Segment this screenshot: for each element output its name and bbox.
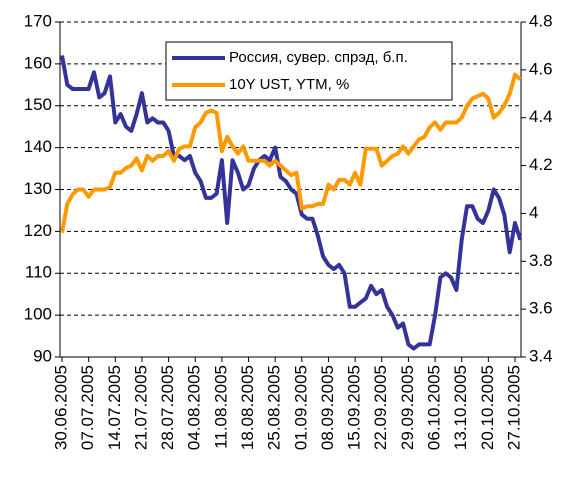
y2-tick-label: 4 [529, 203, 538, 222]
x-tick-label: 13.10.2005 [451, 365, 470, 450]
y2-tick-label: 3.4 [529, 346, 553, 365]
y2-tick-label: 4.4 [529, 107, 553, 126]
y2-tick-label: 4.8 [529, 11, 553, 30]
legend: Россия, сувер. спрэд, б.п. 10Y UST, YTM, … [165, 41, 453, 101]
y-tick-label: 140 [24, 137, 52, 156]
x-tick-label: 11.08.2005 [211, 365, 230, 449]
legend-box [165, 41, 453, 101]
legend-label: 10Y UST, YTM, % [229, 76, 349, 93]
y-tick-label: 130 [24, 179, 52, 198]
x-tick-label: 25.08.2005 [265, 365, 284, 450]
x-tick-label: 20.10.2005 [478, 365, 497, 450]
series-line [60, 72, 522, 233]
series-line [60, 55, 523, 351]
x-tick-label: 07.07.2005 [78, 365, 97, 450]
y-tick-label: 150 [24, 95, 52, 114]
x-tick-label: 18.08.2005 [238, 365, 257, 450]
x-tick-label: 06.10.2005 [425, 365, 444, 450]
x-tick-label: 04.08.2005 [185, 365, 204, 450]
y2-tick-label: 4.2 [529, 155, 553, 174]
legend-label: Россия, сувер. спрэд, б.п. [229, 49, 408, 66]
y2-tick-label: 4.6 [529, 59, 553, 78]
x-tick-label: 01.09.2005 [291, 365, 310, 450]
y-tick-label: 110 [25, 263, 52, 282]
x-tick-label: 15.09.2005 [345, 365, 364, 450]
x-tick-label: 21.07.2005 [131, 365, 150, 450]
y-tick-label: 100 [24, 305, 52, 324]
y-tick-label: 90 [33, 346, 52, 365]
y-tick-label: 120 [24, 221, 52, 240]
x-tick-label: 14.07.2005 [105, 365, 124, 450]
y2-tick-label: 3.6 [529, 299, 553, 318]
y-tick-label: 170 [24, 11, 52, 30]
x-tick-label: 27.10.2005 [504, 365, 523, 450]
x-tick-label: 22.09.2005 [371, 365, 390, 450]
x-tick-label: 08.09.2005 [318, 365, 337, 450]
y2-tick-label: 3.8 [529, 251, 553, 270]
x-tick-label: 29.09.2005 [398, 365, 417, 450]
x-tick-label: 28.07.2005 [158, 365, 177, 450]
y-tick-label: 160 [24, 53, 52, 72]
x-tick-label: 30.06.2005 [51, 365, 70, 450]
